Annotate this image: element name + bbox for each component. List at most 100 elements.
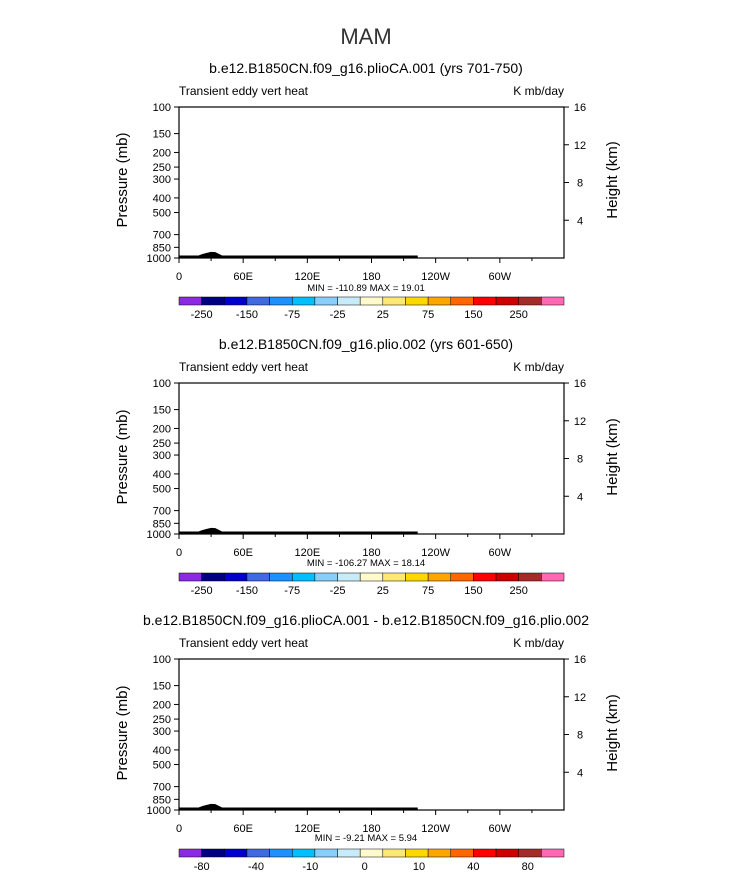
panel-3-lon-tick-label-4: 120W xyxy=(421,823,450,835)
panel-2-height-tick-label-2: 12 xyxy=(574,416,586,428)
panel-2-pressure-tick-label-1: 150 xyxy=(153,405,171,417)
panel-2-colorbar-box-9 xyxy=(382,572,406,582)
panel-3-colorbar-box-13 xyxy=(473,848,497,858)
panel-1-colorbar-label-3: -25 xyxy=(330,309,346,321)
panel-2-colorbar-label-5: 75 xyxy=(422,585,434,597)
panel-1-colorbar-box-8 xyxy=(359,296,384,306)
panel-2-colorbar-label-4: 25 xyxy=(377,585,389,597)
panel-3-colorbar-label-6: 80 xyxy=(522,861,534,873)
panel-3-colorbar-box-1 xyxy=(201,848,225,858)
panel-2-pressure-axis-label: Pressure (mb) xyxy=(114,409,131,504)
panel-1-pressure-tick-label-9: 1000 xyxy=(147,253,171,265)
panel-1-pressure-tick-label-7: 700 xyxy=(153,230,171,242)
panel-3-colorbar-box-7 xyxy=(337,848,361,858)
panel-1-colorbar-label-7: 250 xyxy=(510,309,528,321)
panel-2-pressure-tick-label-0: 100 xyxy=(153,378,171,390)
panel-3-pressure-tick-label-3: 250 xyxy=(153,714,171,726)
panel-3-terrain-surface xyxy=(179,807,418,810)
panel-3-pressure-tick-label-4: 300 xyxy=(153,726,171,738)
panel-2: b.e12.B1850CN.f09_g16.plio.002 (yrs 601-… xyxy=(114,336,621,597)
panel-1-height-axis-label: Height (km) xyxy=(604,141,621,219)
panel-3-pressure-tick-label-7: 700 xyxy=(153,782,171,794)
panel-2-colorbar-box-10 xyxy=(405,572,429,582)
panel-2-colorbar-box-3 xyxy=(246,572,270,582)
panel-3-colorbar-box-2 xyxy=(224,848,248,858)
panel-1-height-tick-label-2: 12 xyxy=(574,140,586,152)
panel-3-height-tick-label-2: 12 xyxy=(574,692,586,704)
panel-2-colorbar-box-7 xyxy=(337,572,361,582)
panel-3-colorbar-box-16 xyxy=(541,848,565,858)
panel-1-pressure-tick-label-1: 150 xyxy=(153,129,171,141)
panel-2-left-label: Transient eddy vert heat xyxy=(179,360,309,374)
panel-1-pressure-tick-label-6: 500 xyxy=(153,208,171,220)
panel-3-field xyxy=(179,803,418,810)
panel-3-height-tick-label-0: 4 xyxy=(577,767,583,779)
panel-1-colorbar-box-9 xyxy=(382,296,406,306)
panel-3-units-label: K mb/day xyxy=(513,636,564,650)
panel-1-colorbar-box-16 xyxy=(541,296,565,306)
panel-1-pressure-axis-label: Pressure (mb) xyxy=(114,132,131,227)
panel-3-height-tick-label-3: 16 xyxy=(574,654,586,666)
panel-1-colorbar-box-2 xyxy=(224,296,248,306)
panel-2-colorbar-box-6 xyxy=(314,572,338,582)
panel-1-lon-tick-label-2: 120E xyxy=(294,271,320,283)
panel-3-colorbar-label-2: -10 xyxy=(302,861,318,873)
panel-2-colorbar-box-16 xyxy=(541,572,565,582)
panel-3-title: b.e12.B1850CN.f09_g16.plioCA.001 - b.e12… xyxy=(143,612,589,628)
panel-3-colorbar-label-0: -80 xyxy=(194,861,210,873)
panel-1-pressure-tick-label-3: 250 xyxy=(153,162,171,174)
panel-3-colorbar-box-0 xyxy=(178,848,202,858)
panel-2-colorbar-label-1: -150 xyxy=(236,585,258,597)
panel-3-lon-tick-label-5: 60W xyxy=(489,823,512,835)
panel-2-lon-tick-label-2: 120E xyxy=(294,547,320,559)
panel-3-colorbar-label-5: 40 xyxy=(467,861,479,873)
panel-1-pressure-tick-label-4: 300 xyxy=(153,174,171,186)
panel-1-colorbar-box-7 xyxy=(337,296,361,306)
panel-2-colorbar-label-7: 250 xyxy=(510,585,528,597)
panel-1-colorbar-box-15 xyxy=(518,296,542,306)
panel-1-colorbar-label-1: -150 xyxy=(236,309,258,321)
panel-2-colorbar-box-15 xyxy=(518,572,542,582)
panel-2-pressure-tick-label-3: 250 xyxy=(153,438,171,450)
panel-1-colorbar-box-12 xyxy=(450,296,474,306)
panel-1-lon-tick-label-0: 0 xyxy=(176,271,182,283)
panel-2-colorbar-label-0: -250 xyxy=(191,585,213,597)
panel-3-pressure-tick-label-0: 100 xyxy=(153,654,171,666)
panel-2-pressure-tick-label-7: 700 xyxy=(153,506,171,518)
panel-1-lon-tick-label-1: 60E xyxy=(233,271,253,283)
panel-1-colorbar-label-2: -75 xyxy=(284,309,300,321)
panel-1-lon-tick-label-4: 120W xyxy=(421,271,450,283)
panel-1-terrain-surface xyxy=(179,255,418,258)
panel-3-colorbar-box-6 xyxy=(314,848,338,858)
panel-1-title: b.e12.B1850CN.f09_g16.plioCA.001 (yrs 70… xyxy=(209,60,523,76)
panel-3-colorbar-box-3 xyxy=(246,848,270,858)
panel-2-colorbar-box-12 xyxy=(450,572,474,582)
panel-2-pressure-tick-label-9: 1000 xyxy=(147,529,171,541)
panel-2-colorbar-label-2: -75 xyxy=(284,585,300,597)
panel-1-pressure-tick-label-8: 850 xyxy=(153,242,171,254)
panel-2-colorbar-label-6: 150 xyxy=(464,585,482,597)
panel-1-colorbar-box-3 xyxy=(246,296,270,306)
panel-1-pressure-tick-label-2: 200 xyxy=(153,147,171,159)
panel-2-pressure-tick-label-5: 400 xyxy=(153,469,171,481)
panel-1-colorbar-box-10 xyxy=(405,296,429,306)
panel-3-pressure-tick-label-5: 400 xyxy=(153,745,171,757)
panel-1-height-tick-label-3: 16 xyxy=(574,102,586,114)
panel-3-pressure-tick-label-6: 500 xyxy=(153,760,171,772)
panel-3-colorbar-box-4 xyxy=(269,848,293,858)
panel-2-colorbar-box-4 xyxy=(269,572,293,582)
panel-3-pressure-axis-label: Pressure (mb) xyxy=(114,685,131,780)
panel-1-colorbar-label-6: 150 xyxy=(464,309,482,321)
panel-1-pressure-tick-label-5: 400 xyxy=(153,193,171,205)
panel-2-height-tick-label-0: 4 xyxy=(577,491,583,503)
panel-3-height-axis-label: Height (km) xyxy=(604,694,621,772)
panel-2-colorbar-box-0 xyxy=(178,572,202,582)
panel-1: b.e12.B1850CN.f09_g16.plioCA.001 (yrs 70… xyxy=(114,60,621,321)
panel-2-colorbar-box-1 xyxy=(201,572,225,582)
panel-3-colorbar-label-1: -40 xyxy=(248,861,264,873)
panel-3-lon-tick-label-3: 180 xyxy=(362,823,380,835)
panel-1-colorbar-box-14 xyxy=(495,296,519,306)
panel-3-lon-tick-label-2: 120E xyxy=(294,823,320,835)
panel-3-colorbar-box-12 xyxy=(450,848,474,858)
panel-2-pressure-tick-label-2: 200 xyxy=(153,423,171,435)
